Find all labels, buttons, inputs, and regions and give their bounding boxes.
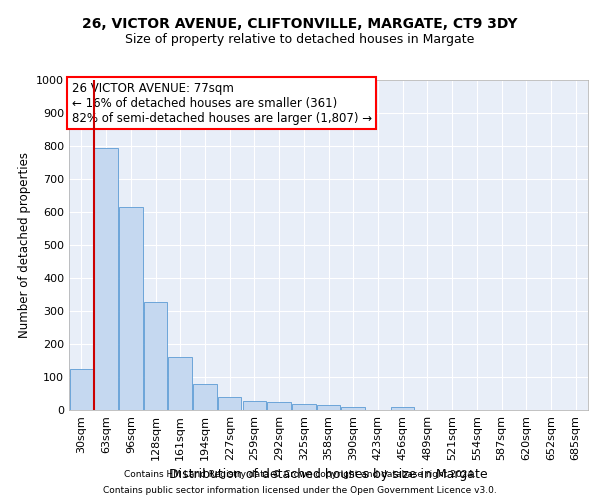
- X-axis label: Distribution of detached houses by size in Margate: Distribution of detached houses by size …: [169, 468, 488, 481]
- Text: Size of property relative to detached houses in Margate: Size of property relative to detached ho…: [125, 32, 475, 46]
- Bar: [144, 302, 167, 410]
- Text: 26, VICTOR AVENUE, CLIFTONVILLE, MARGATE, CT9 3DY: 26, VICTOR AVENUE, CLIFTONVILLE, MARGATE…: [82, 18, 518, 32]
- Text: Contains public sector information licensed under the Open Government Licence v3: Contains public sector information licen…: [103, 486, 497, 495]
- Bar: [70, 369, 93, 410]
- Bar: [119, 207, 143, 410]
- Text: Contains HM Land Registry data © Crown copyright and database right 2024.: Contains HM Land Registry data © Crown c…: [124, 470, 476, 479]
- Bar: [391, 406, 415, 410]
- Bar: [242, 401, 266, 410]
- Bar: [292, 404, 316, 410]
- Text: 26 VICTOR AVENUE: 77sqm
← 16% of detached houses are smaller (361)
82% of semi-d: 26 VICTOR AVENUE: 77sqm ← 16% of detache…: [71, 82, 372, 124]
- Y-axis label: Number of detached properties: Number of detached properties: [17, 152, 31, 338]
- Bar: [193, 384, 217, 410]
- Bar: [94, 148, 118, 410]
- Bar: [169, 356, 192, 410]
- Bar: [268, 402, 291, 410]
- Bar: [341, 406, 365, 410]
- Bar: [317, 404, 340, 410]
- Bar: [218, 397, 241, 410]
